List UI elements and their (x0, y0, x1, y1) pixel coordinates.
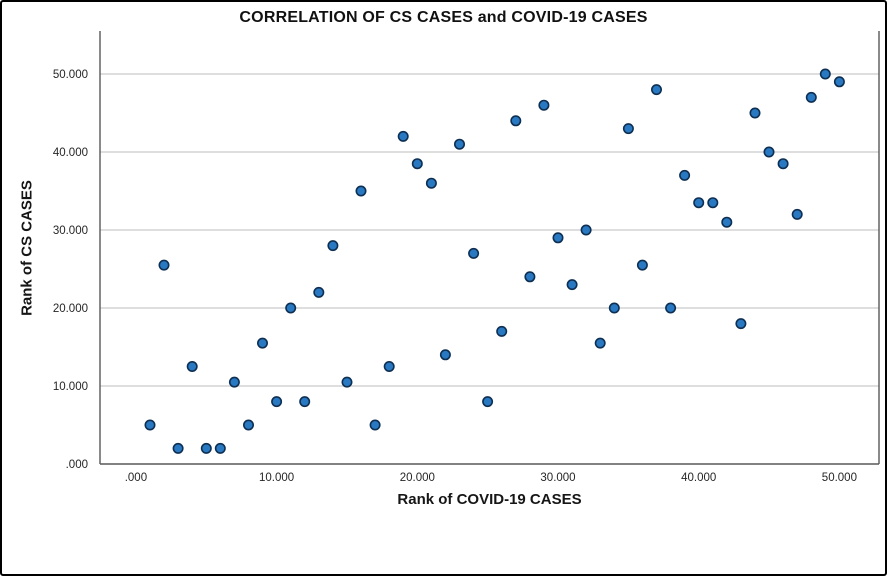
data-point (341, 376, 353, 388)
data-point (679, 169, 691, 181)
data-point (608, 302, 620, 314)
data-point (411, 158, 423, 170)
data-point (496, 325, 508, 337)
data-point (383, 360, 395, 372)
data-point (468, 247, 480, 259)
data-point (425, 177, 437, 189)
data-point (144, 419, 156, 431)
data-point (172, 442, 184, 454)
data-point (665, 302, 677, 314)
data-point (228, 376, 240, 388)
y-tick-label: 40.000 (53, 147, 88, 159)
data-point (200, 442, 212, 454)
x-tick-label: 30.000 (540, 472, 575, 484)
data-point (538, 99, 550, 111)
x-tick-label: 10.000 (259, 472, 294, 484)
x-tick-label: 50.000 (822, 472, 857, 484)
data-point (327, 240, 339, 252)
data-point (186, 360, 198, 372)
y-tick-label: .000 (66, 459, 88, 471)
chart-title: CORRELATION OF CS CASES and COVID-19 CAS… (239, 9, 648, 26)
data-point (299, 396, 311, 408)
data-point (355, 185, 367, 197)
data-point (510, 115, 522, 127)
y-tick-label: 50.000 (53, 69, 88, 81)
data-point (721, 216, 733, 228)
data-point (453, 138, 465, 150)
data-point (693, 197, 705, 209)
data-point (482, 396, 494, 408)
data-point (819, 68, 831, 80)
y-tick-label: 30.000 (53, 225, 88, 237)
data-point (777, 158, 789, 170)
x-tick-label: 20.000 (400, 472, 435, 484)
data-point (833, 76, 845, 88)
data-point (763, 146, 775, 158)
y-tick-label: 20.000 (53, 303, 88, 315)
data-point (271, 396, 283, 408)
data-point (369, 419, 381, 431)
data-point (791, 208, 803, 220)
data-point (650, 84, 662, 96)
data-point (805, 91, 817, 103)
data-point (749, 107, 761, 119)
data-point (636, 259, 648, 271)
x-tick-label: .000 (125, 472, 147, 484)
data-point (257, 337, 269, 349)
x-tick-label: 40.000 (681, 472, 716, 484)
data-point (439, 349, 451, 361)
data-point (214, 442, 226, 454)
data-point (524, 271, 536, 283)
data-point (158, 259, 170, 271)
data-point (552, 232, 564, 244)
data-point (243, 419, 255, 431)
data-point (735, 318, 747, 330)
data-point (285, 302, 297, 314)
x-axis-title: Rank of COVID-19 CASES (397, 491, 582, 508)
data-point (580, 224, 592, 236)
data-point (594, 337, 606, 349)
data-point (397, 130, 409, 142)
data-point (313, 286, 325, 298)
data-point (707, 197, 719, 209)
y-tick-label: 10.000 (53, 381, 88, 393)
y-axis-title: Rank of CS CASES (18, 180, 36, 316)
data-point (566, 279, 578, 291)
data-point (622, 123, 634, 135)
